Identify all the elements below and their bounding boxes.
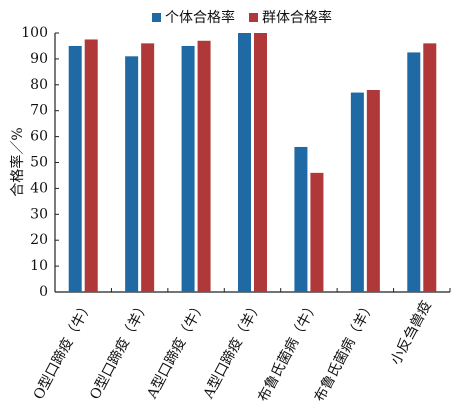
y-tick-label: 70 [30,103,48,119]
legend-swatch [249,13,258,22]
bar [197,40,211,292]
y-tick-label: 20 [30,232,48,248]
x-tick-label: 布鲁氏菌病（牛） [255,298,322,404]
bar [407,52,421,292]
bar [310,172,324,292]
y-axis-label: 合格率／% [9,127,26,196]
bar [125,56,139,293]
bar [423,43,437,292]
legend-label: 群体合格率 [262,9,332,26]
y-tick-label: 30 [30,206,48,222]
y-tick-label: 10 [30,258,48,274]
x-tick-label: 布鲁氏菌病（羊） [312,298,379,404]
y-tick-label: 40 [30,180,48,196]
x-tick-label: O型口蹄疫（牛） [30,298,96,403]
y-tick-label: 0 [39,284,48,300]
y-tick-label: 60 [30,129,48,145]
bar [141,43,155,292]
y-tick-label: 80 [30,77,48,93]
y-tick-label: 50 [30,155,48,171]
bar [238,33,251,292]
bar [68,45,82,293]
bar [181,45,195,293]
bar [254,33,267,292]
legend-label: 个体合格率 [165,9,235,26]
bar [350,92,364,292]
x-tick-label: A型口蹄疫（羊） [199,298,265,402]
x-tick-label: A型口蹄疫（牛） [143,298,209,402]
x-tick-label: 小反刍兽疫 [388,298,435,367]
y-tick-label: 90 [30,51,48,67]
x-tick-label: O型口蹄疫（羊） [86,298,152,403]
bar [84,39,98,292]
bar [294,146,308,292]
bar [366,89,380,292]
y-tick-label: 100 [21,25,48,41]
legend-swatch [152,13,161,22]
